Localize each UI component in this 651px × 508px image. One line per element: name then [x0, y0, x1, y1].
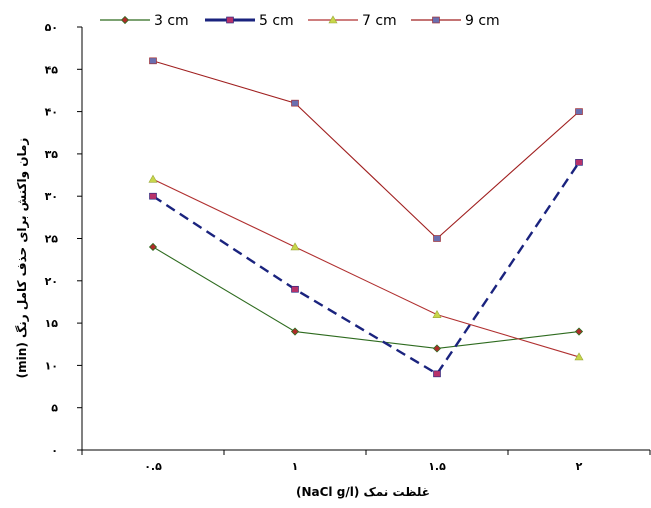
series-line-3-cm	[152, 246, 580, 350]
legend-item-3-cm: 3 cm	[100, 13, 189, 29]
data-point-5-cm	[433, 370, 441, 378]
data-point-7-cm	[432, 310, 442, 318]
data-point-3-cm	[432, 344, 442, 353]
data-point-3-cm	[290, 327, 300, 336]
data-point-9-cm	[433, 235, 441, 242]
legend-swatch-marker	[432, 16, 440, 24]
y-tick-label: ۴۰	[45, 106, 58, 119]
series-line-9-cm	[152, 60, 580, 240]
data-point-7-cm	[290, 242, 300, 251]
data-point-7-cm	[148, 174, 158, 183]
data-point-5-cm	[291, 285, 299, 293]
legend-item-9-cm: 9 cm	[411, 13, 500, 29]
y-axis-label: زمان واکنش برای حذف کامل رنگ (min)	[15, 138, 30, 379]
data-point-3-cm	[148, 242, 158, 252]
legend-item-7-cm: 7 cm	[308, 13, 397, 29]
data-point-7-cm	[574, 352, 584, 361]
y-tick-label: ۲۵	[45, 233, 59, 246]
x-tick-label: ۱.۵	[428, 460, 446, 473]
axes: ۰ ۵ ۱۰ ۱۵ ۲۰ ۲۵ ۳۰ ۳۵ ۴۰ ۴۵ ۵۰ ۰.۵ ۱ ۱.۵ ۲	[45, 21, 651, 473]
data-point-9-cm	[149, 57, 157, 65]
series-group	[148, 57, 584, 378]
legend-swatch-marker	[120, 15, 130, 25]
series-9-cm	[149, 57, 583, 242]
data-point-9-cm	[291, 99, 299, 107]
series-line-5-cm	[152, 161, 580, 376]
series-line-7-cm	[152, 178, 580, 358]
y-tick-label: ۲۰	[45, 275, 58, 288]
y-tick-label: ۵۰	[45, 21, 58, 34]
series-7-cm	[148, 174, 584, 361]
legend-label: 5 cm	[259, 13, 294, 29]
y-tick-label: ۱۰	[45, 359, 58, 372]
data-point-5-cm	[149, 192, 157, 200]
legend-swatch-marker	[328, 15, 338, 24]
legend-label: 7 cm	[362, 13, 397, 29]
series-3-cm	[148, 242, 584, 353]
y-tick-label: ۴۵	[45, 63, 59, 76]
y-tick-label: ۳۰	[45, 190, 58, 203]
data-point-9-cm	[575, 108, 583, 115]
x-tick-label: ۱	[292, 460, 299, 473]
y-tick-label: ۰	[51, 444, 58, 457]
legend: 3 cm 5 cm 7 cm 9 cm	[100, 13, 500, 29]
legend-item-5-cm: 5 cm	[205, 13, 294, 29]
legend-swatch-marker	[226, 16, 234, 24]
y-tick-label: ۳۵	[45, 148, 59, 161]
series-5-cm	[149, 159, 583, 378]
y-tick-label: ۵	[51, 402, 58, 415]
legend-label: 9 cm	[465, 13, 500, 29]
x-tick-label: ۲	[576, 460, 583, 473]
legend-label: 3 cm	[154, 13, 189, 29]
data-point-5-cm	[575, 159, 583, 166]
y-tick-label: ۱۵	[45, 317, 59, 330]
x-tick-label: ۰.۵	[144, 460, 162, 473]
x-axis-label: غلظت نمک (NaCl g/l)	[296, 485, 430, 499]
data-point-3-cm	[574, 327, 584, 336]
